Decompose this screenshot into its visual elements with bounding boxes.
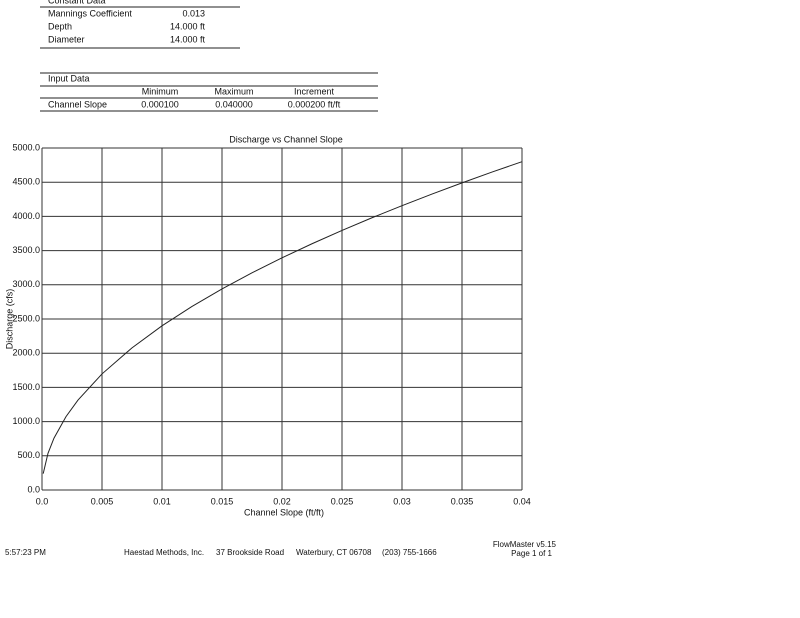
y-axis-label: Discharge (cfs) [4, 289, 14, 350]
column-header: Increment [294, 86, 335, 96]
x-tick-label: 0.035 [451, 496, 474, 506]
row-label: Diameter [48, 34, 85, 44]
x-axis-label: Channel Slope (ft/ft) [244, 507, 324, 517]
footer-page: Page 1 of 1 [511, 549, 552, 558]
x-tick-label: 0.0 [36, 496, 49, 506]
row-value: 14.000 ft [170, 21, 206, 31]
row-label: Depth [48, 21, 72, 31]
footer-phone: (203) 755-1666 [382, 548, 437, 557]
column-header: Minimum [142, 86, 179, 96]
column-header: Maximum [214, 86, 253, 96]
x-tick-label: 0.015 [211, 496, 234, 506]
y-tick-label: 1000.0 [12, 416, 40, 426]
y-tick-label: 500.0 [17, 450, 40, 460]
x-tick-label: 0.01 [153, 496, 171, 506]
y-tick-label: 1500.0 [12, 382, 40, 392]
y-tick-label: 2500.0 [12, 313, 40, 323]
cell: 0.000200 ft/ft [288, 99, 341, 109]
x-tick-label: 0.04 [513, 496, 531, 506]
y-tick-label: 5000.0 [12, 142, 40, 152]
x-tick-label: 0.025 [331, 496, 354, 506]
y-tick-label: 3000.0 [12, 279, 40, 289]
chart-title: Discharge vs Channel Slope [229, 134, 343, 144]
row-label: Channel Slope [48, 99, 107, 109]
footer-address: 37 Brookside Road [216, 548, 284, 557]
footer-product: FlowMaster v5.15 [493, 540, 557, 549]
row-value: 0.013 [182, 8, 205, 18]
table-title: Constant Data [48, 0, 106, 5]
cell: 0.040000 [215, 99, 253, 109]
y-tick-label: 0.0 [27, 484, 40, 494]
footer-company: Haestad Methods, Inc. [124, 548, 204, 557]
y-tick-label: 4500.0 [12, 177, 40, 187]
row-value: 14.000 ft [170, 34, 206, 44]
x-tick-label: 0.03 [393, 496, 411, 506]
footer-city: Waterbury, CT 06708 [296, 548, 372, 557]
y-tick-label: 2000.0 [12, 348, 40, 358]
table-title: Input Data [48, 73, 90, 83]
footer-time: 5:57:23 PM [5, 548, 46, 557]
data-line [42, 161, 523, 474]
cell: 0.000100 [141, 99, 179, 109]
row-label: Mannings Coefficient [48, 8, 132, 18]
y-tick-label: 4000.0 [12, 211, 40, 221]
x-tick-label: 0.005 [91, 496, 114, 506]
y-tick-label: 3500.0 [12, 245, 40, 255]
x-tick-label: 0.02 [273, 496, 291, 506]
